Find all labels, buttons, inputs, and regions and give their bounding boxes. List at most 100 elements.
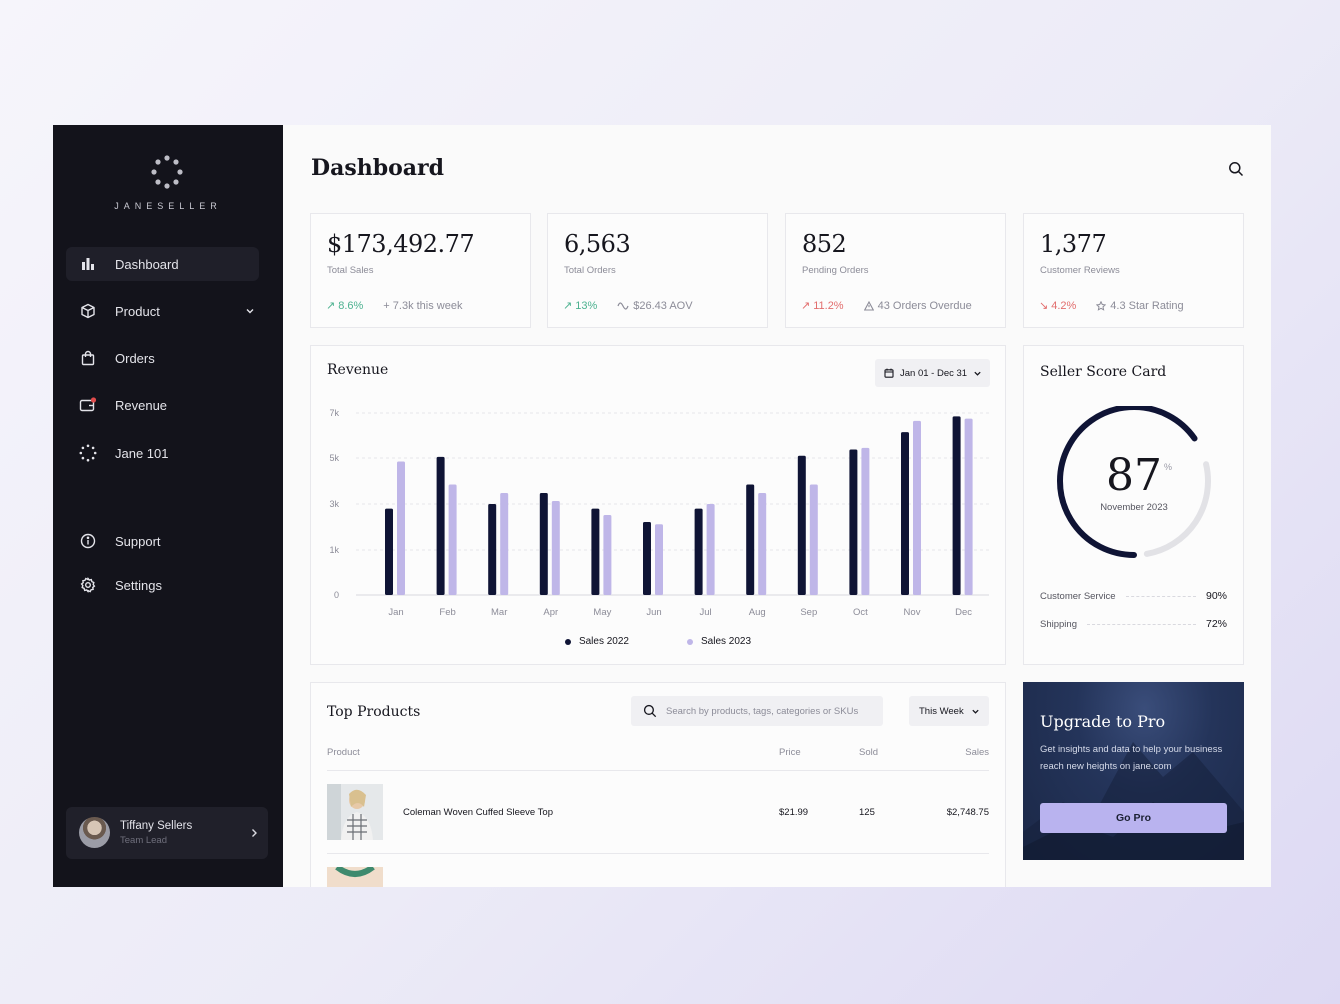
score-row-shipping: Shipping 72% — [1040, 617, 1227, 631]
stat-sub-wrap: 4.3 Star Rating — [1096, 299, 1184, 312]
gauge-fill — [1057, 406, 1198, 558]
period-select[interactable]: This Week — [909, 696, 989, 726]
stat-change: 8.6% — [338, 299, 364, 312]
bar-oct-sales-2023[interactable] — [861, 447, 870, 595]
stat-sub: 43 Orders Overdue — [877, 299, 972, 312]
bar-mar-sales-2022[interactable] — [488, 504, 497, 595]
bar-aug-sales-2023[interactable] — [758, 492, 767, 595]
stat-change: 11.2% — [813, 299, 844, 312]
stat-card-customer-reviews: 1,377 Customer Reviews ↘ 4.2% 4.3 Star R… — [1023, 213, 1244, 328]
score-row-value: 72% — [1205, 618, 1227, 630]
bar-jan-sales-2022[interactable] — [385, 508, 393, 595]
go-pro-button[interactable]: Go Pro — [1040, 803, 1227, 833]
date-range-picker[interactable]: Jan 01 - Dec 31 — [875, 359, 990, 387]
bar-nov-sales-2023[interactable] — [913, 420, 921, 595]
product-name[interactable]: Coleman Woven Cuffed Sleeve Top — [403, 807, 553, 818]
stat-card-pending-orders: 852 Pending Orders ↗ 11.2% 43 Orders Ove… — [785, 213, 1006, 328]
user-role: Team Lead — [120, 835, 168, 846]
chevron-down-icon — [971, 707, 980, 716]
score-row-label: Customer Service — [1040, 590, 1116, 602]
bar-dec-sales-2022[interactable] — [952, 416, 961, 595]
column-header-sales: Sales — [965, 747, 989, 758]
bar-may-sales-2022[interactable] — [591, 508, 600, 595]
upgrade-title: Upgrade to Pro — [1040, 712, 1166, 731]
sidebar-item-settings[interactable]: Settings — [66, 568, 259, 602]
x-tick-label: Mar — [491, 607, 507, 618]
stat-sub: 4.3 Star Rating — [1110, 299, 1184, 312]
sidebar-item-revenue[interactable]: Revenue — [66, 388, 259, 422]
bar-jul-sales-2023[interactable] — [706, 504, 715, 595]
bar-apr-sales-2022[interactable] — [539, 492, 548, 595]
score-row-value: 90% — [1205, 590, 1227, 602]
product-search-input[interactable]: Search by products, tags, categories or … — [631, 696, 883, 726]
score-unit: % — [1164, 462, 1173, 472]
wave-icon — [617, 301, 629, 310]
gear-icon — [79, 576, 97, 594]
bar-mar-sales-2023[interactable] — [500, 492, 509, 595]
legend-label: Sales 2023 — [701, 636, 752, 647]
x-tick-label: Dec — [955, 607, 972, 618]
arrow-up-right-icon: ↗ — [563, 300, 573, 312]
bar-jul-sales-2022[interactable] — [694, 508, 703, 595]
product-thumbnail[interactable] — [327, 867, 383, 887]
product-thumbnail[interactable] — [327, 784, 383, 840]
x-tick-label: Nov — [904, 607, 921, 618]
bar-jan-sales-2023[interactable] — [397, 461, 405, 595]
chevron-down-icon — [973, 369, 982, 378]
stat-footer: ↗ 8.6% + 7.3k this week — [326, 299, 462, 313]
sidebar-item-label: Support — [115, 533, 161, 549]
stat-label: Customer Reviews — [1040, 265, 1120, 276]
info-icon — [79, 532, 97, 550]
score-value: 87 — [1106, 450, 1162, 501]
legend-item-sales-2022: Sales 2022 — [564, 636, 629, 647]
bar-feb-sales-2023[interactable] — [448, 484, 457, 595]
sidebar: JANESELLER Dashboard Product Orders — [53, 125, 283, 887]
chevron-right-icon — [250, 825, 258, 843]
search-icon[interactable] — [1228, 161, 1244, 182]
dotted-leader — [1125, 595, 1196, 597]
sidebar-item-support[interactable]: Support — [66, 524, 259, 558]
chevron-down-icon[interactable] — [245, 304, 255, 319]
revenue-chart: 0 1k 3k 5k 7k Jan Feb Mar Apr May Jun Jul Aug Sep Oct N… — [329, 408, 989, 618]
chart-legend: Sales 2022 Sales 2023 — [311, 636, 1005, 647]
column-header-price: Price — [779, 747, 801, 758]
bar-sep-sales-2023[interactable] — [809, 484, 818, 595]
bar-chart-icon — [79, 255, 97, 273]
stat-footer: ↗ 11.2% 43 Orders Overdue — [801, 299, 972, 313]
bar-aug-sales-2022[interactable] — [746, 484, 755, 595]
legend-item-sales-2023: Sales 2023 — [687, 636, 751, 647]
sidebar-item-label: Product — [115, 303, 160, 319]
x-tick-label: Jul — [700, 607, 712, 618]
x-tick-label: Apr — [543, 607, 558, 618]
user-profile-card[interactable]: Tiffany Sellers Team Lead — [66, 807, 268, 859]
sidebar-item-dashboard[interactable]: Dashboard — [66, 247, 259, 281]
sidebar-item-product[interactable]: Product — [66, 294, 259, 328]
bar-oct-sales-2022[interactable] — [849, 449, 858, 595]
bar-feb-sales-2022[interactable] — [436, 456, 445, 595]
score-row-customer-service: Customer Service 90% — [1040, 589, 1227, 603]
sidebar-item-orders[interactable]: Orders — [66, 341, 259, 375]
product-sold: 125 — [859, 807, 875, 818]
x-tick-label: Jun — [646, 607, 661, 618]
seller-score-card: Seller Score Card 87 % November 2023 Cus… — [1023, 345, 1244, 665]
bar-jun-sales-2023[interactable] — [655, 524, 663, 595]
logo-icon — [151, 155, 183, 189]
x-tick-label: Sep — [800, 607, 817, 618]
stat-value: 852 — [802, 230, 847, 258]
stat-footer: ↗ 13% $26.43 AOV — [563, 299, 693, 313]
bar-nov-sales-2022[interactable] — [901, 432, 909, 595]
period-label: This Week — [919, 705, 964, 717]
bar-sep-sales-2022[interactable] — [797, 455, 806, 595]
sidebar-item-jane-101[interactable]: Jane 101 — [66, 436, 259, 470]
stat-card-total-sales: $173,492.77 Total Sales ↗ 8.6% + 7.3k th… — [310, 213, 531, 328]
bar-dec-sales-2023[interactable] — [964, 418, 973, 595]
bar-apr-sales-2023[interactable] — [551, 501, 560, 595]
arrow-up-right-icon: ↗ — [326, 300, 336, 312]
score-month: November 2023 — [1100, 502, 1168, 513]
score-card-title: Seller Score Card — [1040, 364, 1167, 380]
bar-jun-sales-2022[interactable] — [643, 521, 651, 595]
stat-footer: ↘ 4.2% 4.3 Star Rating — [1039, 299, 1184, 313]
x-tick-label: Feb — [439, 607, 455, 618]
bar-may-sales-2023[interactable] — [603, 515, 612, 595]
legend-label: Sales 2022 — [578, 636, 629, 647]
